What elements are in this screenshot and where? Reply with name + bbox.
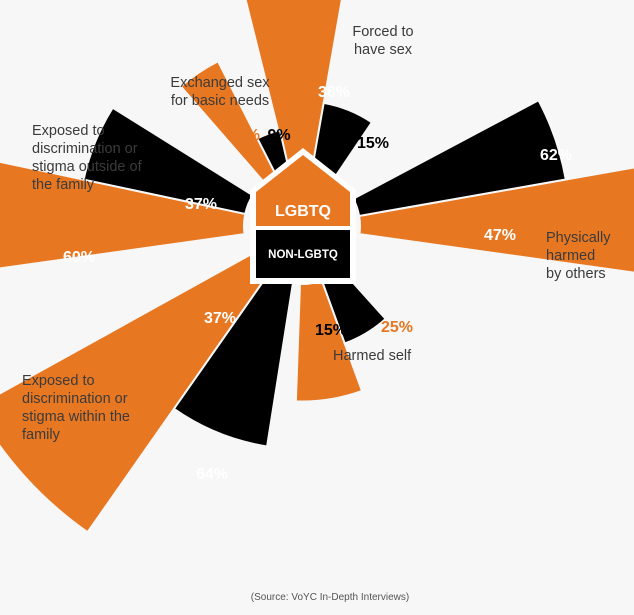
category-label-line: by others (546, 266, 606, 282)
category-label-physically-harmed: Physically harmed by others (546, 230, 611, 282)
category-label-line: Exchanged sex (170, 75, 270, 91)
category-label-line: Forced to (352, 24, 413, 40)
non-lgbtq-value-label: 15% (315, 322, 347, 339)
lgbtq-value-label: 64% (196, 466, 228, 483)
category-label-forced-sex: Forced to have sex (352, 24, 413, 58)
source-note: (Source: VoYC In-Depth Interviews) (251, 592, 409, 603)
non-lgbtq-value-label: 37% (204, 310, 236, 327)
category-label-exchanged-sex: Exchanged sex for basic needs (170, 75, 270, 109)
category-label-line: harmed (546, 248, 595, 264)
center-house: LGBTQ NON-LGBTQ (250, 148, 356, 284)
lgbtq-value-label: 38% (318, 84, 350, 101)
non-lgbtq-value-label: 37% (185, 196, 217, 213)
house-roof-lgbtq (256, 155, 350, 226)
category-label-line: Exposed to (32, 123, 105, 139)
non-lgbtq-value-label: 15% (357, 135, 389, 152)
category-label-line: have sex (354, 42, 413, 58)
non-lgbtq-value-label: 47% (484, 227, 516, 244)
category-label-discrimination-outside-family: Exposed to discrimination or stigma outsid… (32, 123, 143, 193)
wedge-layer (0, 0, 634, 534)
lgbtq-wedge-physically-harmed (357, 166, 634, 274)
non-lgbtq-wedge-discrimination-outside-family (82, 106, 255, 216)
category-label-layer: Forced to have sex Physically harmed by othe… (22, 24, 611, 443)
category-label-line: Exposed to (22, 373, 95, 389)
lgbtq-value-label: 25% (381, 319, 413, 336)
house-base-non-lgbtq (256, 230, 350, 278)
category-label-line: discrimination or (32, 141, 138, 157)
non-lgbtq-wedge-physically-harmed (351, 98, 567, 218)
category-label-line: family (22, 427, 61, 443)
category-label-line: Harmed self (333, 348, 412, 364)
lgbtq-value-label: 60% (63, 249, 95, 266)
category-label-line: Physically (546, 230, 611, 246)
lgbtq-value-label: 62% (540, 147, 572, 164)
center-label-lgbtq: LGBTQ (275, 203, 331, 220)
lgbtq-value-label: 27% (228, 127, 260, 144)
category-label-harmed-self: Harmed self (333, 348, 412, 364)
lgbtq-wedge-discrimination-outside-family (0, 160, 247, 270)
center-label-non-lgbtq: NON-LGBTQ (268, 249, 338, 261)
category-label-line: the family (32, 177, 95, 193)
category-label-line: stigma within the (22, 409, 130, 425)
category-label-line: for basic needs (171, 93, 269, 109)
category-label-line: discrimination or (22, 391, 128, 407)
category-label-discrimination-within-family: Exposed to discrimination or stigma within… (22, 373, 130, 443)
category-label-line: stigma outside of (32, 159, 143, 175)
percent-label-layer: 38% 15% 62% 47% 25% 15% 64% 37% 60% 37% 27% 9% (63, 84, 572, 483)
non-lgbtq-value-label: 9% (267, 127, 290, 144)
